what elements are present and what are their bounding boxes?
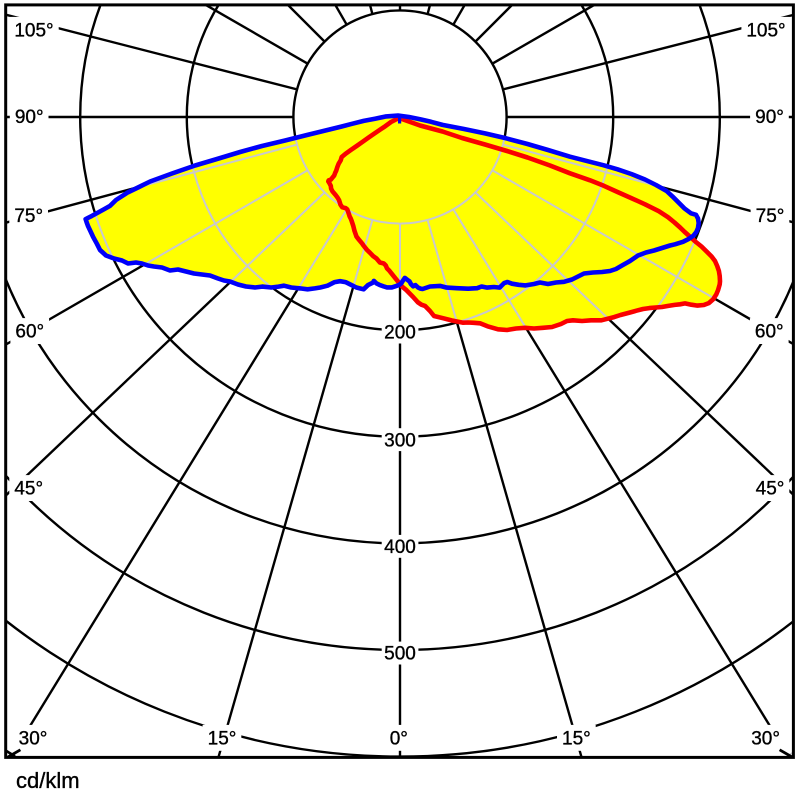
svg-text:500: 500 — [384, 644, 416, 665]
svg-text:75°: 75° — [756, 206, 785, 227]
svg-text:45°: 45° — [756, 479, 785, 500]
svg-text:60°: 60° — [15, 322, 44, 343]
svg-text:75°: 75° — [14, 206, 43, 227]
svg-text:15°: 15° — [562, 729, 591, 750]
svg-text:200: 200 — [384, 323, 416, 344]
svg-text:15°: 15° — [208, 729, 237, 750]
svg-text:30°: 30° — [751, 729, 780, 750]
svg-text:400: 400 — [384, 537, 416, 558]
svg-text:90°: 90° — [755, 107, 784, 128]
svg-text:60°: 60° — [755, 322, 784, 343]
svg-text:cd/klm: cd/klm — [16, 768, 80, 793]
svg-text:105°: 105° — [14, 21, 53, 42]
svg-text:30°: 30° — [19, 729, 48, 750]
svg-text:0°: 0° — [390, 729, 408, 750]
svg-text:105°: 105° — [746, 21, 785, 42]
svg-text:90°: 90° — [15, 107, 44, 128]
svg-text:45°: 45° — [14, 479, 43, 500]
svg-text:300: 300 — [384, 430, 416, 451]
